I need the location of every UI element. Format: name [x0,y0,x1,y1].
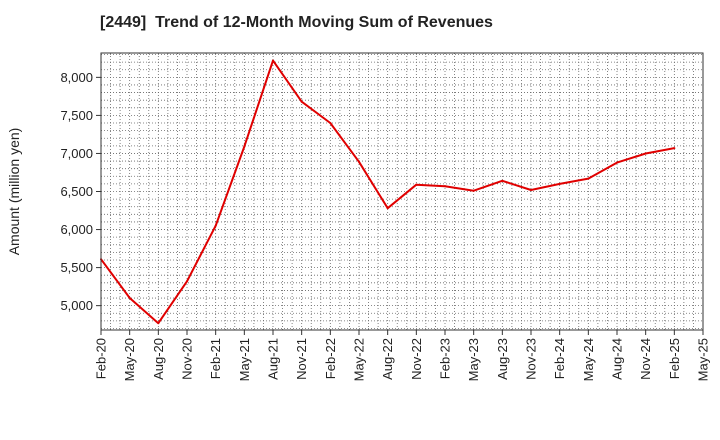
x-tick-label: Nov-24 [638,338,653,380]
data-point [444,185,446,188]
x-tick-label: May-20 [122,338,137,381]
data-point [501,179,504,182]
x-tick-label: Aug-24 [610,338,625,380]
x-tick-label: Feb-25 [667,338,682,379]
data-point [530,188,532,191]
data-point [157,322,160,325]
x-tick-label: May-23 [466,338,481,381]
y-tick-label: 8,000 [60,70,93,85]
x-tick-label: Feb-24 [552,338,567,379]
x-tick-label: Nov-23 [524,338,539,380]
y-tick-label: 6,500 [60,184,93,199]
data-point [558,182,561,185]
data-point [300,100,303,103]
data-point [186,280,188,283]
x-tick-label: Feb-21 [208,338,223,379]
y-tick-label: 7,500 [60,108,93,123]
chart-title: [2449] Trend of 12-Month Moving Sum of R… [100,14,493,31]
x-tick-label: Aug-20 [151,338,166,380]
data-point [673,147,676,150]
x-tick-label: Nov-21 [294,338,309,380]
x-tick-label: May-24 [581,338,596,381]
data-point [329,122,332,125]
data-point [644,152,647,155]
y-tick-label: 6,000 [60,222,93,237]
data-point [128,297,131,300]
y-tick-label: 5,000 [60,298,93,313]
y-axis-label: Amount (million yen) [6,128,22,256]
x-tick-label: Aug-21 [266,338,281,380]
y-tick-label: 5,500 [60,260,93,275]
x-tick-label: Aug-22 [380,338,395,380]
grid-lines [101,53,703,330]
data-point [472,189,475,192]
y-axis-ticks: 5,000 5,500 6,000 6,500 7,000 7,500 8,000 [60,70,101,313]
x-tick-label: Feb-23 [438,338,453,379]
x-tick-label: May-21 [237,338,252,381]
data-point [214,224,217,227]
data-point [386,207,389,210]
x-axis-ticks: Feb-20 May-20 Aug-20 Nov-20 Feb-21 May-21 Aug-… [94,330,711,381]
data-point [272,59,274,62]
y-tick-label: 7,000 [60,146,93,161]
x-tick-label: Feb-20 [94,338,109,379]
x-tick-label: Nov-20 [180,338,195,380]
x-tick-label: May-22 [352,338,367,381]
data-point [616,161,618,164]
data-point [587,177,590,180]
data-point [243,145,246,148]
x-tick-label: Nov-22 [409,338,424,380]
x-tick-label: Feb-22 [323,338,338,379]
data-point [415,183,418,186]
data-point [358,160,360,163]
x-tick-label: Aug-23 [495,338,510,380]
x-tick-label: May-25 [696,338,711,381]
